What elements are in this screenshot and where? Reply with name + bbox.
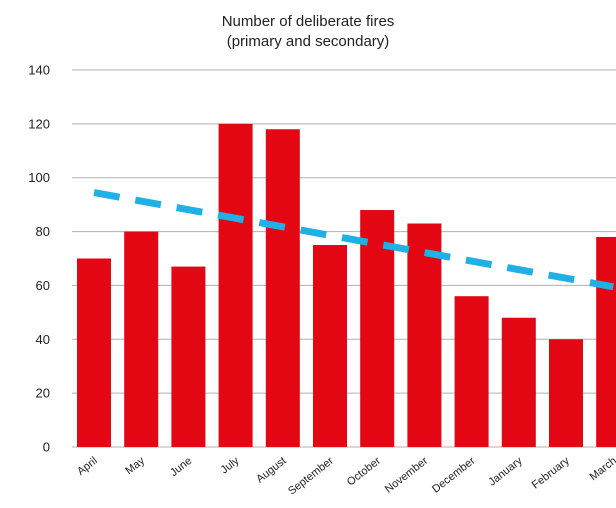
x-tick-label: August (254, 455, 288, 486)
x-tick-label: July (219, 455, 242, 477)
bar-june (171, 266, 206, 447)
bar-november (407, 223, 442, 447)
x-tick-label: October (345, 455, 383, 489)
bar-september (313, 245, 347, 447)
bar-april (77, 258, 111, 447)
x-tick-label: June (168, 455, 194, 479)
bar-august (265, 129, 300, 447)
trendline (93, 189, 614, 291)
trendline-dashed (93, 189, 614, 291)
bar-february (549, 339, 583, 447)
chart-title-line1: Number of deliberate fires (221, 13, 395, 30)
x-tick-label: March (588, 455, 616, 483)
y-tick-label: 140 (28, 63, 50, 78)
bar-july (218, 123, 253, 447)
bar-january (501, 317, 536, 447)
bar-march (596, 236, 616, 447)
y-tick-label: 60 (36, 278, 50, 293)
x-tick-label: January (486, 455, 525, 489)
y-tick-label: 120 (28, 116, 50, 131)
y-tick-label: 20 (36, 386, 50, 401)
y-tick-label: 100 (28, 170, 50, 185)
x-tick-label: February (530, 455, 572, 492)
x-tick-label: November (383, 455, 431, 496)
y-tick-label: 80 (36, 224, 50, 239)
y-tick-label: 40 (36, 332, 50, 347)
bar-may (124, 231, 159, 447)
chart-title: Number of deliberate fires (primary and … (0, 12, 616, 52)
bar-december (454, 296, 489, 447)
x-tick-label: May (123, 455, 147, 478)
x-tick-label: September (286, 455, 336, 498)
x-tick-label: December (430, 455, 478, 496)
y-tick-label: 0 (43, 440, 50, 455)
y-axis: 0 20 40 60 80 100 120 140 (28, 63, 50, 455)
chart-subtitle: (primary and secondary) (226, 33, 390, 50)
bars (77, 123, 616, 447)
x-tick-label: April (75, 455, 100, 478)
